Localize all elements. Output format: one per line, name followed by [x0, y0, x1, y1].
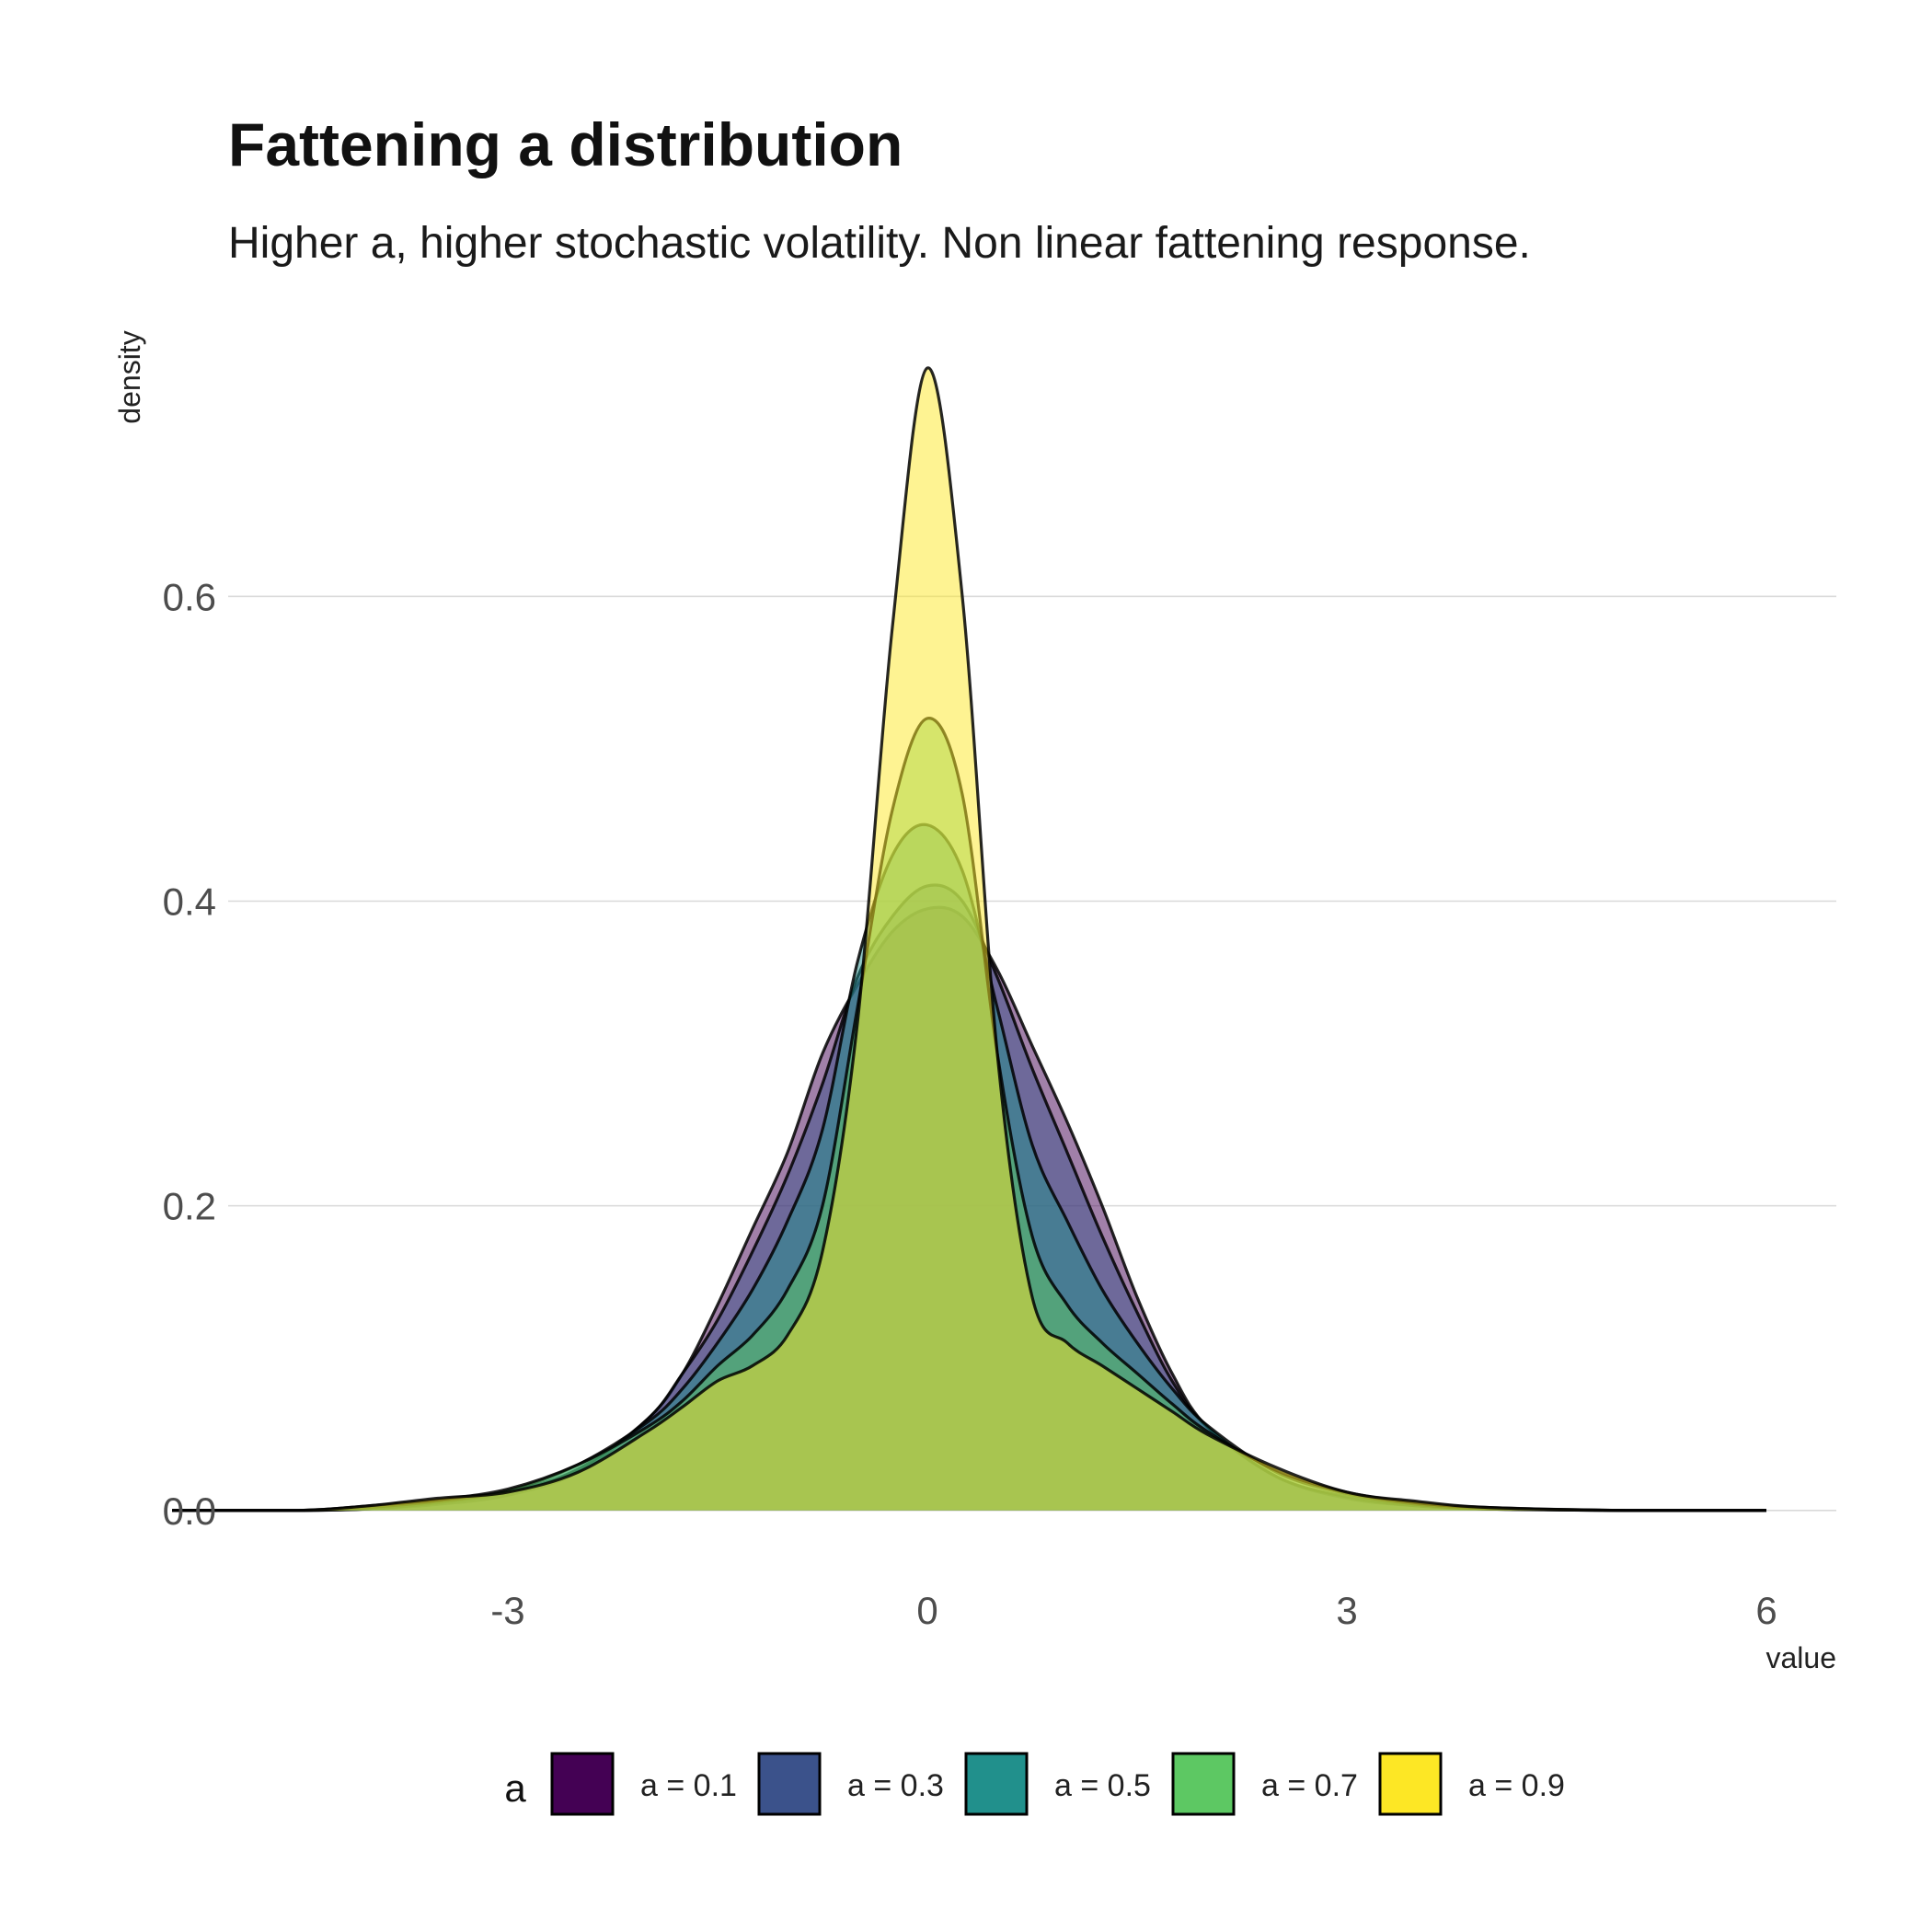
y-tick-label: 0.0 [163, 1489, 216, 1533]
legend-title: a [504, 1766, 526, 1810]
x-tick-label: 0 [916, 1589, 937, 1632]
legend-key-5 [1378, 1752, 1443, 1816]
x-tick-label: -3 [490, 1589, 524, 1632]
x-tick-label: 6 [1755, 1589, 1777, 1632]
y-axis-label: density [113, 330, 146, 423]
legend-label-3: a = 0.5 [1054, 1768, 1151, 1803]
x-axis-ticks: -3 0 3 6 [490, 1589, 1777, 1632]
chart-subtitle: Higher a, higher stochastic volatility. … [228, 219, 1531, 268]
legend-label-4: a = 0.7 [1261, 1768, 1358, 1803]
legend-key-2 [757, 1752, 822, 1816]
legend-key-4 [1171, 1752, 1236, 1816]
density-area-5 [172, 367, 1767, 1511]
legend: a a = 0.1 a = 0.3 a = 0.5 a = 0.7 a = 0.9 [504, 1752, 1565, 1816]
y-axis-ticks: 0.0 0.2 0.4 0.6 [163, 575, 216, 1532]
y-tick-label: 0.2 [163, 1185, 216, 1228]
chart-title: Fattening a distribution [228, 110, 903, 178]
legend-label-5: a = 0.9 [1468, 1768, 1565, 1803]
y-tick-label: 0.4 [163, 880, 216, 923]
legend-label-2: a = 0.3 [847, 1768, 944, 1803]
series-layer [172, 366, 1767, 1512]
legend-key-1 [550, 1752, 615, 1816]
x-tick-label: 3 [1336, 1589, 1357, 1632]
density-line-5 [172, 366, 1766, 1512]
y-tick-label: 0.6 [163, 575, 216, 618]
x-axis-label: value [1766, 1641, 1837, 1674]
legend-label-1: a = 0.1 [640, 1768, 737, 1803]
legend-key-3 [964, 1752, 1029, 1816]
